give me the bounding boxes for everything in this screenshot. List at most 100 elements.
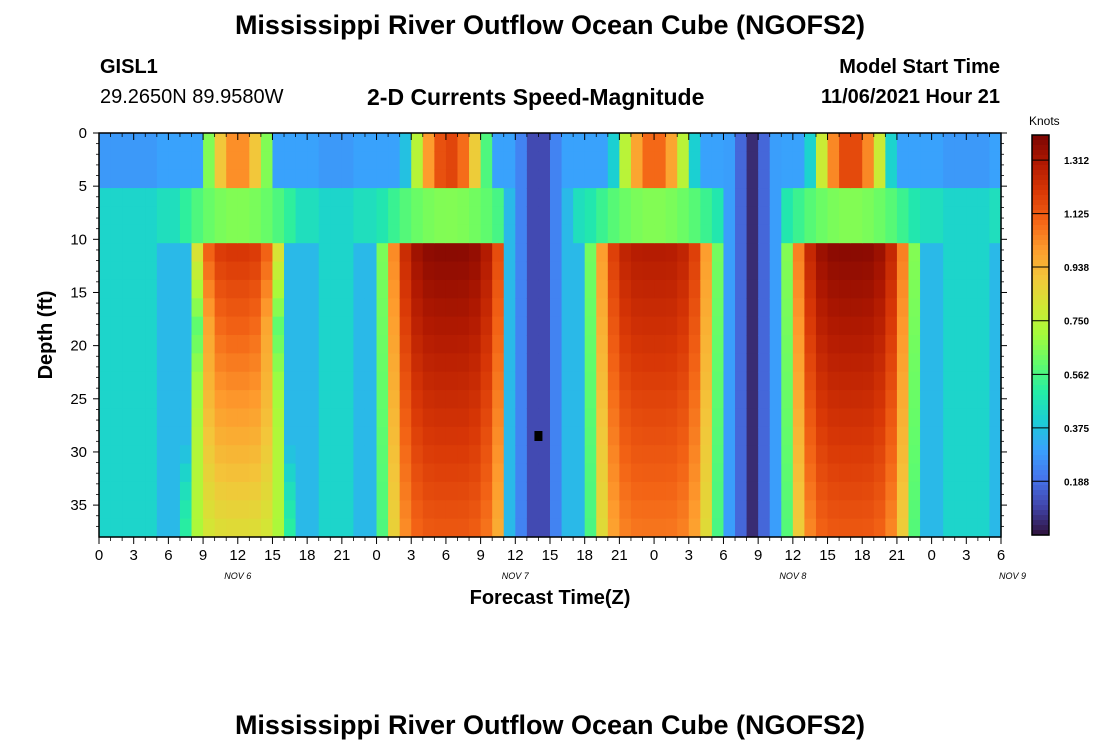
- heatmap-cell: [284, 426, 297, 446]
- heatmap-cell: [480, 261, 493, 281]
- heatmap-cell: [110, 169, 123, 189]
- heatmap-cell: [318, 463, 331, 483]
- heatmap-cell: [538, 298, 551, 318]
- heatmap-cell: [203, 206, 216, 226]
- heatmap-cell: [584, 261, 597, 281]
- heatmap-cell: [249, 426, 262, 446]
- y-axis-label: Depth (ft): [35, 291, 57, 380]
- heatmap-cell: [619, 151, 632, 171]
- heatmap-cell: [931, 408, 944, 428]
- heatmap-cell: [827, 426, 840, 446]
- heatmap-cell: [411, 298, 424, 318]
- heatmap-cell: [850, 243, 863, 263]
- heatmap-cell: [503, 445, 516, 465]
- heatmap-cell: [145, 335, 158, 354]
- heatmap-cell: [781, 463, 794, 483]
- heatmap-cell: [966, 206, 979, 226]
- heatmap-cell: [966, 224, 979, 244]
- x-axis-ticks: 0 3 6 9 12 15 18 21 0 3 6 9 12 15 18 21 0 3 6 9 12 15 18 21 0 3 6N…: [95, 133, 1026, 581]
- heatmap-cell: [156, 500, 169, 520]
- heatmap-cell: [99, 224, 112, 244]
- heatmap-cell: [619, 133, 632, 152]
- heatmap-cell: [746, 426, 759, 446]
- heatmap-cell: [353, 243, 366, 263]
- heatmap-cell: [341, 243, 355, 263]
- heatmap-cell: [561, 335, 574, 354]
- x-tick-label: 12: [229, 547, 246, 564]
- heatmap-cell: [850, 408, 863, 428]
- heatmap-cell: [249, 463, 262, 483]
- heatmap-cell: [677, 445, 690, 465]
- heatmap-cell: [607, 463, 620, 483]
- heatmap-cell: [862, 206, 875, 226]
- colorbar-segment: [1032, 195, 1049, 201]
- heatmap-cell: [411, 261, 424, 281]
- heatmap-cell: [746, 298, 759, 318]
- heatmap-cell: [665, 426, 678, 446]
- heatmap-cell: [526, 279, 540, 299]
- heatmap-cell: [804, 169, 817, 189]
- heatmap-cell: [954, 445, 967, 465]
- heatmap-cell: [735, 206, 748, 226]
- heatmap-cell: [480, 224, 493, 244]
- heatmap-cell: [758, 518, 771, 538]
- heatmap-cell: [711, 261, 725, 281]
- heatmap-cell: [735, 243, 748, 263]
- heatmap-cell: [711, 445, 725, 465]
- heatmap-cell: [318, 243, 331, 263]
- heatmap-cell: [561, 463, 574, 483]
- heatmap-cell: [353, 426, 366, 446]
- heatmap-cell: [341, 518, 355, 538]
- heatmap-cell: [445, 390, 459, 410]
- heatmap-cell: [376, 500, 389, 520]
- heatmap-cell: [954, 224, 967, 244]
- heatmap-cell: [758, 353, 771, 373]
- heatmap-cell: [735, 390, 748, 410]
- heatmap-cell: [654, 261, 667, 281]
- heatmap-cell: [804, 316, 817, 336]
- heatmap-cell: [920, 151, 933, 171]
- heatmap-cell: [272, 390, 285, 410]
- heatmap-cell: [272, 463, 285, 483]
- heatmap-cell: [110, 151, 123, 171]
- heatmap-cell: [792, 316, 806, 336]
- heatmap-cell: [260, 151, 274, 171]
- x-tick-label: 12: [507, 547, 524, 564]
- heatmap-cell: [191, 298, 204, 318]
- heatmap-cell: [758, 169, 771, 189]
- heatmap-cell: [295, 518, 308, 538]
- heatmap-cell: [457, 133, 470, 152]
- y-tick-label: 5: [79, 178, 87, 195]
- heatmap-cells: [99, 133, 1002, 538]
- heatmap-cell: [388, 426, 401, 446]
- heatmap-cell: [584, 426, 597, 446]
- heatmap-cell: [249, 371, 262, 391]
- heatmap-cell: [99, 206, 112, 226]
- colorbar-segment: [1032, 165, 1049, 171]
- heatmap-cell: [226, 408, 239, 428]
- heatmap-cell: [538, 169, 551, 189]
- heatmap-cell: [573, 335, 586, 354]
- heatmap-cell: [607, 224, 620, 244]
- heatmap-cell: [758, 463, 771, 483]
- x-tick-label: 6: [997, 547, 1005, 564]
- colorbar-segment: [1032, 415, 1049, 421]
- heatmap-cell: [989, 224, 1002, 244]
- heatmap-cell: [226, 188, 239, 208]
- heatmap-cell: [850, 261, 863, 281]
- heatmap-cell: [434, 390, 447, 410]
- heatmap-cell: [885, 224, 898, 244]
- heatmap-cell: [318, 298, 331, 318]
- heatmap-cell: [769, 169, 782, 189]
- heatmap-cell: [480, 335, 493, 354]
- heatmap-cell: [607, 169, 620, 189]
- heatmap-cell: [226, 371, 239, 391]
- heatmap-cell: [735, 371, 748, 391]
- heatmap-cell: [364, 169, 378, 189]
- heatmap-cell: [260, 518, 274, 538]
- heatmap-cell: [122, 500, 135, 520]
- heatmap-cell: [966, 261, 979, 281]
- heatmap-cell: [596, 408, 609, 428]
- heatmap-cell: [260, 206, 274, 226]
- heatmap-cell: [411, 353, 424, 373]
